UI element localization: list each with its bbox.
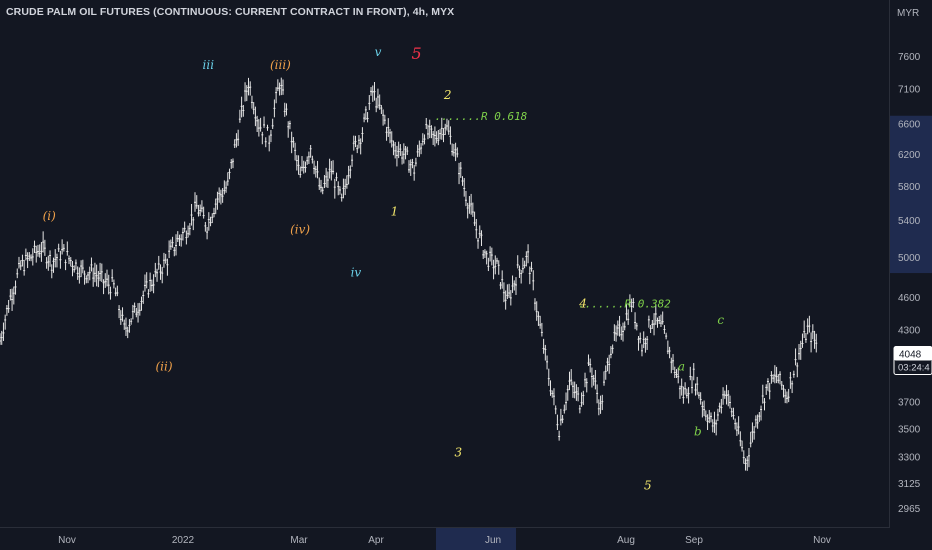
y-tick-label: 2965	[898, 504, 921, 515]
wave-label: iii	[203, 58, 215, 72]
wave-label: c	[717, 313, 724, 327]
y-tick-label: 5800	[898, 182, 921, 193]
y-tick-label: 5000	[898, 253, 921, 264]
y-tick-label: 3300	[898, 453, 921, 464]
y-tick-label: 5400	[898, 216, 921, 227]
x-axis[interactable]: Nov 2022 Mar Apr Jun Aug Sep Nov	[58, 535, 831, 546]
y-tick-label: 4300	[898, 325, 921, 336]
y-tick-label: 4600	[898, 293, 921, 304]
wave-label: (i)	[43, 209, 57, 223]
x-axis-highlight	[436, 527, 516, 550]
y-tick-label: 3125	[898, 479, 921, 490]
chart-title: CRUDE PALM OIL FUTURES (CONTINUOUS: CURR…	[6, 6, 455, 18]
wave-label: v	[375, 45, 382, 59]
x-tick-label: Apr	[368, 535, 384, 546]
x-tick-label: Sep	[685, 535, 703, 546]
wave-label: 1	[391, 205, 399, 219]
y-tick-label: 7100	[898, 85, 921, 96]
wave-label: 5	[644, 479, 652, 493]
y-tick-label: 6200	[898, 150, 921, 161]
wave-label: 3	[455, 446, 463, 460]
wave-label: b	[694, 424, 702, 438]
wave-label: a	[678, 359, 685, 373]
wave-labels: (i) (ii) iii (iii) (iv) iv v 5 1 2 3 4 5 a b c	[43, 44, 725, 493]
y-tick-label: 7600	[898, 52, 921, 63]
fib-levels: .......R 0.618 .......R 0.382	[435, 110, 672, 311]
wave-label: (ii)	[155, 359, 172, 373]
wave-label: 2	[443, 88, 452, 102]
y-axis-highlight	[890, 115, 932, 274]
y-tick-label: 3500	[898, 424, 921, 435]
x-tick-label: Aug	[617, 535, 635, 546]
last-price-top	[894, 346, 932, 361]
x-tick-label: Jun	[485, 535, 501, 546]
wave-label: 5	[411, 44, 421, 63]
x-tick-label: Mar	[290, 535, 308, 546]
x-tick-label: Nov	[58, 535, 76, 546]
last-price-value: 4048	[899, 349, 922, 360]
y-tick-label: 6600	[898, 120, 921, 131]
x-tick-label: 2022	[172, 535, 195, 546]
fib-level-label: .......R 0.382	[578, 298, 671, 311]
wave-label: iv	[351, 266, 362, 280]
countdown-value: 03:24:4	[898, 362, 930, 373]
last-price-badge: 4048 03:24:4	[893, 345, 932, 375]
wave-label: 4	[578, 297, 587, 311]
wave-label: (iii)	[270, 58, 291, 72]
y-tick-label: 3700	[898, 398, 921, 409]
x-tick-label: Nov	[813, 535, 831, 546]
y-axis[interactable]: MYR 7600 7100 6600 6200 5800 5400 5000 4600 4300…	[897, 8, 921, 515]
price-series	[0, 77, 818, 471]
currency-label: MYR	[897, 8, 919, 19]
wave-label: (iv)	[290, 223, 310, 237]
fib-level-label: .......R 0.618	[435, 110, 528, 123]
